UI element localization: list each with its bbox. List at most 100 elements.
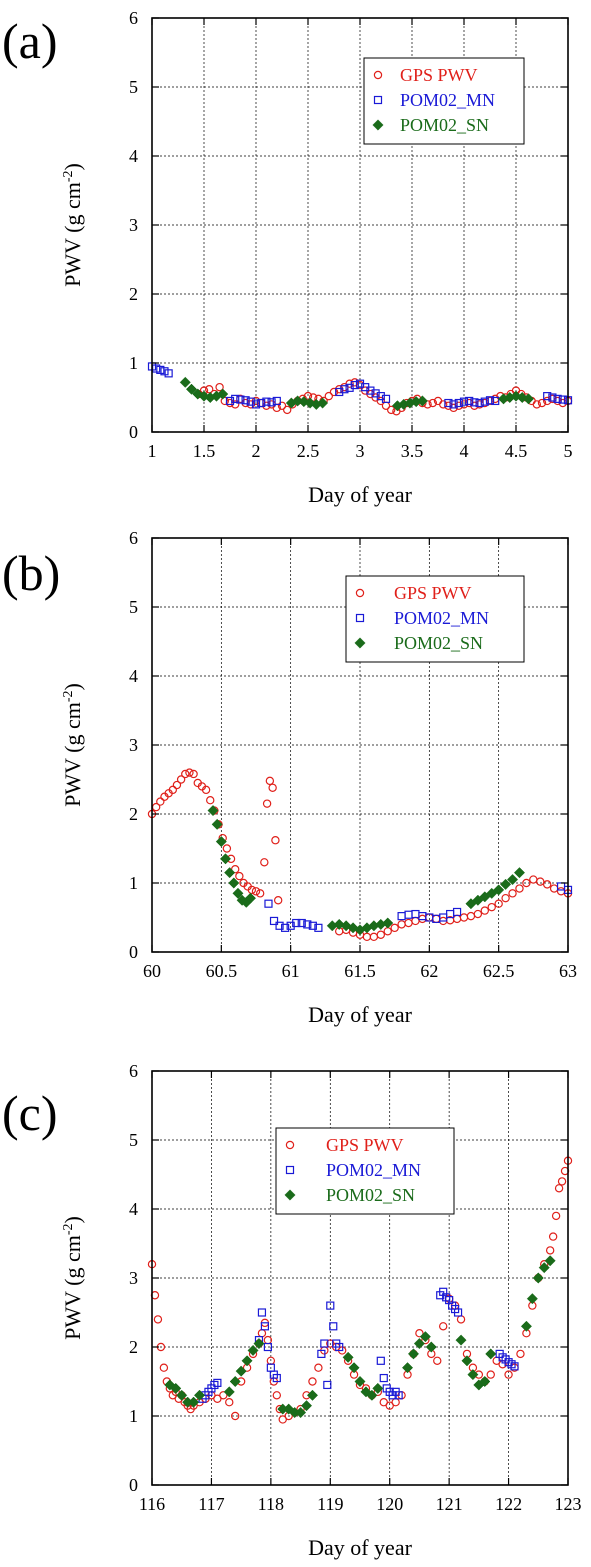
y-tick-label: 0 <box>129 422 138 442</box>
data-point <box>193 1389 206 1401</box>
data-point <box>219 1391 228 1400</box>
x-axis-label: Day of year <box>308 1002 413 1027</box>
data-point <box>225 1397 234 1407</box>
data-point <box>267 398 276 407</box>
legend-label: POM02_MN <box>326 1160 421 1180</box>
data-point <box>390 923 399 933</box>
y-tick-label: 3 <box>129 1268 138 1288</box>
x-tick-label: 123 <box>555 1494 582 1514</box>
x-tick-label: 4 <box>460 441 469 461</box>
x-tick-label: 1 <box>148 441 157 461</box>
data-point <box>415 1328 424 1338</box>
data-point <box>376 392 385 401</box>
data-point <box>366 386 375 395</box>
data-point <box>439 1322 448 1331</box>
data-point <box>532 1272 544 1284</box>
data-point <box>470 398 479 407</box>
y-tick-label: 4 <box>129 666 138 686</box>
data-point <box>269 916 279 926</box>
data-point <box>487 902 496 912</box>
data-point <box>255 889 265 898</box>
data-point <box>164 369 173 378</box>
data-point <box>181 769 190 779</box>
data-point <box>160 367 169 376</box>
data-point <box>286 921 295 930</box>
data-point <box>480 397 489 406</box>
legend-marker <box>372 119 384 131</box>
legend-marker <box>284 1189 296 1201</box>
x-tick-label: 5 <box>564 441 573 461</box>
data-point <box>513 867 526 879</box>
data-point <box>485 396 495 405</box>
data-point <box>156 797 165 806</box>
data-point <box>508 889 517 898</box>
data-point <box>260 858 269 867</box>
data-point <box>229 1375 241 1388</box>
data-point <box>277 401 287 410</box>
data-point <box>204 385 214 394</box>
data-point <box>232 887 244 899</box>
data-point <box>306 1389 319 1401</box>
data-point <box>558 395 567 404</box>
legend-box <box>345 575 525 663</box>
data-point <box>198 390 210 402</box>
y-axis-label-sup: -2 <box>61 690 76 702</box>
data-point <box>467 1369 479 1381</box>
data-point <box>235 1365 247 1377</box>
data-point <box>323 1380 332 1390</box>
legend-label: GPS PWV <box>326 1135 404 1155</box>
data-point <box>189 769 198 779</box>
data-point <box>376 1356 385 1365</box>
data-point <box>265 776 275 786</box>
data-point <box>257 1328 267 1338</box>
data-point <box>419 1331 431 1343</box>
y-tick-label: 2 <box>129 284 138 304</box>
y-tick-label: 6 <box>129 8 138 28</box>
data-point <box>345 379 354 388</box>
data-point <box>257 1308 267 1317</box>
data-point <box>500 878 512 890</box>
x-tick-label: 119 <box>317 1494 343 1514</box>
data-point <box>329 1322 338 1331</box>
data-point <box>263 1342 272 1352</box>
legend-marker <box>285 1165 295 1175</box>
data-point <box>537 398 547 408</box>
data-point <box>397 920 406 929</box>
data-point <box>283 1403 295 1415</box>
data-point <box>404 918 413 928</box>
y-axis-label-main: PWV (g cm <box>60 182 85 287</box>
data-point <box>366 1389 378 1401</box>
data-point <box>251 887 261 896</box>
data-point <box>444 398 453 408</box>
legend-label: GPS PWV <box>394 583 472 603</box>
data-point <box>411 916 420 926</box>
data-point <box>452 914 462 924</box>
data-point <box>354 1375 366 1388</box>
data-point <box>461 1355 473 1367</box>
data-point <box>520 1320 532 1332</box>
series-pom02-sn <box>164 1255 556 1419</box>
y-tick-label: 1 <box>129 1406 138 1426</box>
legend-box <box>275 1127 455 1215</box>
y-tick-label: 3 <box>129 215 138 235</box>
data-point <box>172 780 182 790</box>
y-tick-label: 0 <box>129 1475 138 1495</box>
data-point <box>549 884 559 893</box>
data-point <box>215 382 224 392</box>
data-point <box>251 400 261 409</box>
data-point <box>230 1411 240 1421</box>
legend: GPS PWV POM02_MN POM02_SN <box>363 57 525 145</box>
x-tick-label: 2.5 <box>297 441 320 461</box>
data-point <box>454 398 463 408</box>
data-point <box>486 1370 495 1379</box>
data-point <box>536 877 545 886</box>
data-point <box>387 405 396 415</box>
x-tick-label: 62 <box>420 961 438 981</box>
data-point <box>300 1400 313 1412</box>
data-point <box>449 400 458 409</box>
data-point <box>544 1255 556 1267</box>
data-point <box>543 880 552 889</box>
data-point <box>376 930 385 939</box>
